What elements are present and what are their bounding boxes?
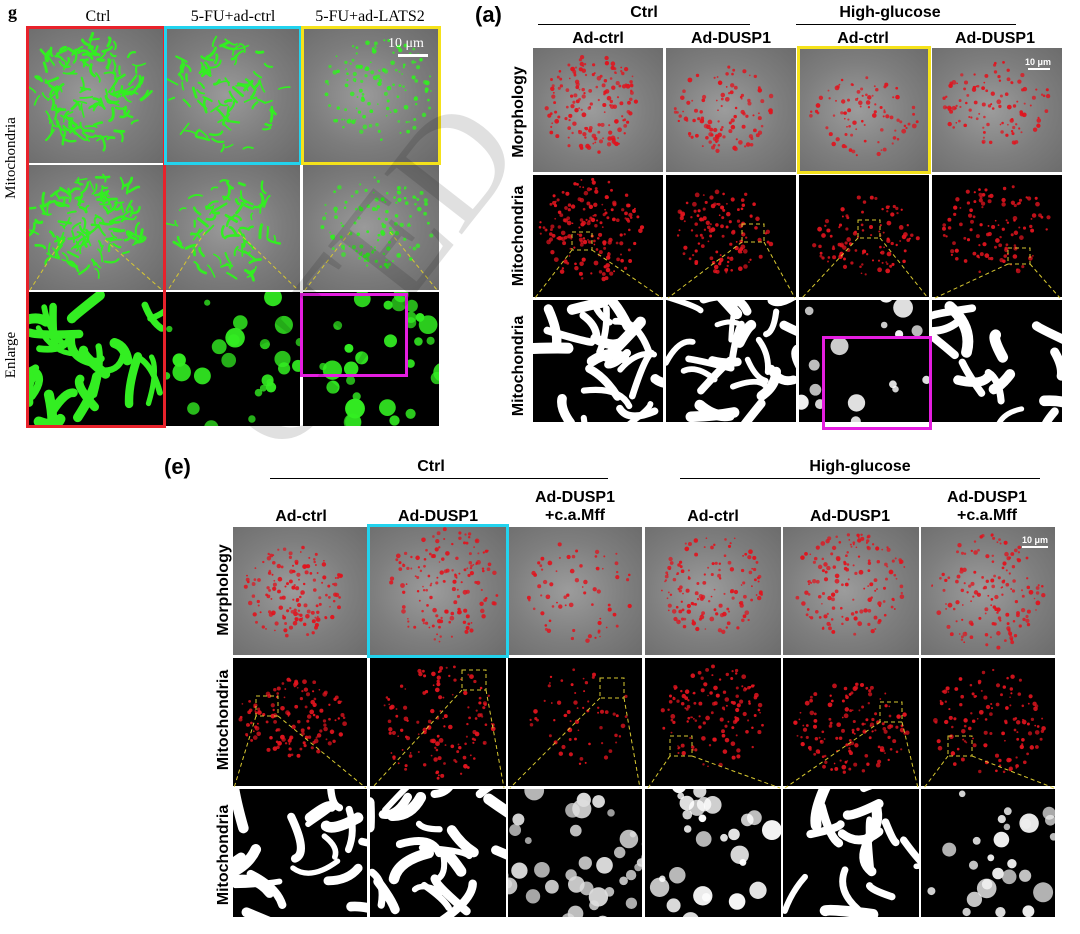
panel-e-col-6-line1: Ad-DUSP1 (946, 489, 1027, 506)
panel-g-highlight-cyan (164, 26, 302, 165)
panel-e-col-3: Ad-DUSP1 +c.a.Mff (508, 489, 642, 525)
panel-g-image-5fu-lats2-mito (303, 165, 439, 290)
panel-e-col-6-line2: +c.a.Mff (956, 507, 1017, 524)
panel-a-image-enlarge-4 (932, 300, 1062, 422)
panel-a-image-mito-2 (666, 175, 796, 297)
panel-e-image-morph-2 (370, 527, 506, 655)
panel-a-image-enlarge-2 (666, 300, 796, 422)
panel-a-group-ctrl: Ctrl (630, 4, 658, 21)
panel-g-image-ctrl-enlarge (28, 292, 163, 426)
panel-g-image-5fu-ctrl-morph (166, 28, 300, 163)
panel-e-image-enlarge-4 (645, 789, 781, 917)
panel-a-image-morph-1 (533, 48, 663, 172)
panel-e-letter: (e) (164, 454, 191, 479)
panel-a-image-enlarge-3 (799, 300, 929, 422)
panel-g-scale-label: 10 μm (388, 36, 424, 51)
panel-e-image-mito-3 (508, 658, 642, 786)
panel-e-image-mito-1 (233, 658, 367, 786)
panel-e-image-mito-2 (370, 658, 506, 786)
panel-a-col-2: Ad-DUSP1 (690, 30, 771, 47)
panel-a-image-morph-2 (666, 48, 796, 172)
panel-e-col-4: Ad-ctrl (646, 508, 780, 526)
panel-e-row-mitochondria-1: Mitochondria (215, 669, 232, 771)
panel-a-row-mitochondria-1: Mitochondria (510, 185, 527, 287)
panel-e-image-enlarge-3 (508, 789, 642, 917)
panel-a-highlight-yellow (797, 46, 931, 174)
panel-e-image-enlarge-1 (233, 789, 367, 917)
panel-g-highlight-yellow (301, 26, 441, 165)
panel-e-group-hg-line (680, 478, 1040, 479)
panel-e-col-2: Ad-DUSP1 (370, 508, 506, 526)
panel-e-col-3-line1: Ad-DUSP1 (534, 489, 615, 506)
panel-g-image-5fu-ctrl-enlarge (166, 292, 300, 426)
panel-e-col-3-line2: +c.a.Mff (544, 507, 605, 524)
panel-g-letter: g (8, 2, 17, 22)
panel-a-scale-label: 10 μm (1025, 57, 1052, 67)
panel-e-image-enlarge-2 (370, 789, 506, 917)
panel-a-image-mito-3 (799, 175, 929, 297)
panel-e-col-6: Ad-DUSP1 +c.a.Mff (920, 489, 1054, 525)
panel-a-row-morphology: Morphology (510, 66, 527, 158)
panel-e-image-morph-5 (783, 527, 919, 655)
panel-a-row-mitochondria-2: Mitochondria (510, 315, 527, 417)
panel-g-row-enlarge: Enlarge (3, 331, 19, 379)
panel-e-col-5-line1: Ad-DUSP1 (809, 508, 890, 525)
panel-e-image-morph-6 (921, 527, 1055, 655)
panel-e-image-mito-5 (783, 658, 919, 786)
panel-a-group-high-glucose: High-glucose (839, 4, 941, 21)
panel-a-letter: (a) (475, 2, 502, 27)
panel-e-image-mito-4 (645, 658, 781, 786)
panel-g-col-5fu-ad-ctrl: 5-FU+ad-ctrl (190, 8, 276, 25)
panel-e-col-1: Ad-ctrl (234, 508, 368, 526)
panel-e-image-morph-3 (508, 527, 642, 655)
panel-a-col-4: Ad-DUSP1 (954, 30, 1035, 47)
panel-a-group-ctrl-line (538, 24, 750, 25)
panel-e-image-enlarge-5 (783, 789, 919, 917)
panel-e-scale-bar (1022, 546, 1048, 548)
panel-a-image-morph-3 (799, 48, 929, 172)
panel-a-scale-bar (1028, 68, 1050, 70)
panel-e-group-ctrl: Ctrl (417, 458, 445, 475)
panel-g-image-5fu-lats2-morph (303, 28, 439, 163)
panel-a-image-mito-1 (533, 175, 663, 297)
panel-a-image-enlarge-1 (533, 300, 663, 422)
panel-e-row-morphology: Morphology (215, 544, 232, 636)
panel-g-scale-bar (398, 54, 428, 57)
panel-a-col-1: Ad-ctrl (572, 30, 624, 47)
panel-a-col-3: Ad-ctrl (837, 30, 889, 47)
panel-e-col-5: Ad-DUSP1 (782, 508, 918, 526)
panel-e-group-ctrl-line (270, 478, 608, 479)
panel-g-image-5fu-ctrl-mito (166, 165, 300, 290)
panel-e-row-mitochondria-2: Mitochondria (215, 804, 232, 906)
panel-e-image-morph-4 (645, 527, 781, 655)
panel-e-image-morph-1 (233, 527, 367, 655)
panel-e-highlight-cyan (367, 524, 509, 658)
panel-g-col-ctrl: Ctrl (85, 8, 111, 25)
panel-a-highlight-magenta (822, 336, 932, 430)
panel-a-image-mito-4 (932, 175, 1062, 297)
panel-e-col-2-line1: Ad-DUSP1 (397, 508, 478, 525)
panel-a-group-hg-line (796, 24, 1016, 25)
panel-g-col-5fu-ad-lats2: 5-FU+ad-LATS2 (315, 8, 425, 25)
panel-e-col-4-line1: Ad-ctrl (687, 508, 739, 525)
panel-g-image-ctrl-morph (28, 28, 163, 163)
panel-g-highlight-magenta (300, 293, 408, 377)
panel-g-highlight-red (26, 26, 166, 428)
panel-e-image-mito-6 (921, 658, 1055, 786)
panel-e-scale-label: 10 μm (1022, 535, 1049, 545)
panel-e-group-high-glucose: High-glucose (809, 458, 911, 475)
panel-e-image-enlarge-6 (921, 789, 1055, 917)
panel-g-row-mitochondria: Mitochondria (3, 117, 19, 199)
panel-e-col-1-line1: Ad-ctrl (275, 508, 327, 525)
